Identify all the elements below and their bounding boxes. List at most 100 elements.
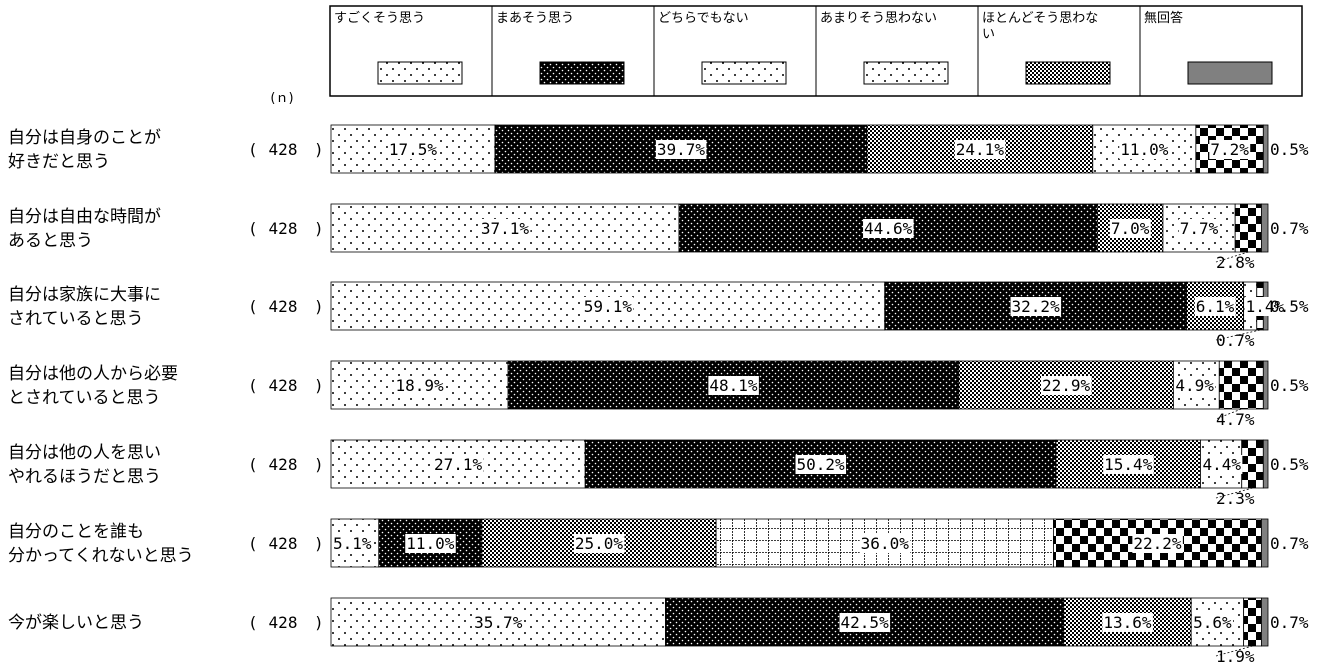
- data-label-series-3: 15.4%: [1104, 455, 1153, 474]
- legend-label-series-5: ほとんどそう思わない: [982, 11, 1098, 42]
- n-value: 428: [269, 376, 298, 395]
- data-label-bg: [859, 534, 911, 553]
- data-label-bg: [479, 219, 531, 238]
- legend-label-series-3: どちらでもない: [658, 11, 749, 26]
- data-label-bg: [1178, 219, 1220, 238]
- paren-close: ): [314, 376, 324, 395]
- paren-open: (: [248, 534, 258, 553]
- n-value: 428: [269, 613, 298, 632]
- paren-open: (: [248, 376, 258, 395]
- data-label-series-1: 18.9%: [395, 376, 444, 395]
- bar-row-6: 自分のことを誰も分かってくれないと思う (428) 5.1% 11.0% 25.0% 36…: [8, 518, 1309, 568]
- data-label-bg: [1209, 140, 1251, 159]
- data-label-series-5: 22.2%: [1133, 534, 1182, 553]
- data-label-bg: [1194, 297, 1236, 316]
- legend-label-series-2: まあそう思う: [496, 11, 574, 26]
- data-label-bg: [1119, 140, 1170, 159]
- data-label-bg: [394, 376, 445, 395]
- data-label-series-3: 24.1%: [956, 140, 1005, 159]
- data-label-bg: [1010, 297, 1062, 316]
- bar-segment-series-6: [1261, 518, 1269, 568]
- data-label-series-5: 1.9%: [1216, 647, 1255, 664]
- data-label-series-2: 42.5%: [841, 613, 890, 632]
- legend-swatch-series-5: [1025, 61, 1111, 85]
- data-label-series-1: 5.1%: [333, 534, 372, 553]
- category-label: 自分は他の人から必要とされていると思う: [8, 364, 178, 408]
- data-label-series-5: 7.2%: [1210, 140, 1249, 159]
- bar-segment-series-5: [1243, 597, 1262, 647]
- data-label-series-2: 48.1%: [709, 376, 758, 395]
- data-label-bg: [582, 297, 634, 316]
- data-label-series-6: 0.5%: [1270, 455, 1309, 474]
- paren-open: (: [248, 455, 258, 474]
- data-label-series-6: 0.5%: [1270, 140, 1309, 159]
- n-value: 428: [269, 455, 298, 474]
- data-label-bg: [655, 140, 707, 159]
- paren-close: ): [314, 140, 324, 159]
- leader-line: [1215, 251, 1249, 263]
- data-label-bg: [1040, 376, 1092, 395]
- data-label-series-3: 13.6%: [1103, 613, 1152, 632]
- data-label-series-3: 6.1%: [1196, 297, 1235, 316]
- bar-segment-series-5: [1234, 203, 1262, 253]
- data-label-series-4: 7.7%: [1180, 219, 1219, 238]
- data-label-series-2: 39.7%: [657, 140, 706, 159]
- data-label-bg: [1192, 613, 1234, 632]
- category-label: 自分は自身のことが好きだと思う: [8, 128, 161, 172]
- bar-row-7: 今が楽しいと思う (428) 35.7% 42.5% 13.6% 5.6% 1.9% 0.7%: [8, 597, 1309, 664]
- data-label-bg: [954, 140, 1006, 159]
- data-label-bg: [405, 534, 456, 553]
- paren-open: (: [248, 140, 258, 159]
- data-label-series-6: 0.5%: [1270, 297, 1309, 316]
- data-label-bg: [473, 613, 524, 632]
- bar-segment-series-6: [1261, 203, 1269, 253]
- legend-label-series-4: あまりそう思わない: [820, 11, 937, 26]
- bar-row-2: 自分は自由な時間があると思う (428) 37.1% 44.6% 7.0% 7.7% 2.8…: [8, 203, 1309, 272]
- paren-open: (: [248, 613, 258, 632]
- data-label-series-4: 5.6%: [1193, 613, 1232, 632]
- legend-swatch-series-1: [377, 61, 463, 85]
- n-value: 428: [269, 534, 298, 553]
- bar-row-4: 自分は他の人から必要とされていると思う (428) 18.9% 48.1% 22.9% 4…: [8, 360, 1309, 429]
- legend-swatch-series-3: [701, 61, 787, 85]
- data-label-series-3: 7.0%: [1111, 219, 1150, 238]
- data-label-bg: [1174, 376, 1216, 395]
- data-label-series-4: 11.0%: [1120, 140, 1169, 159]
- data-label-series-4: 4.9%: [1175, 376, 1214, 395]
- category-label: 自分は自由な時間があると思う: [8, 207, 161, 251]
- paren-close: ): [314, 297, 324, 316]
- bar-segment-series-6: [1262, 439, 1269, 489]
- data-label-bg: [1132, 534, 1183, 553]
- legend-label-series-6: 無回答: [1144, 10, 1183, 26]
- data-label-series-2: 44.6%: [864, 219, 913, 238]
- bar-segment-series-6: [1262, 124, 1269, 174]
- data-label-series-5: 2.8%: [1216, 253, 1255, 272]
- category-label: 今が楽しいと思う: [8, 613, 144, 633]
- legend-swatch-series-6: [1187, 61, 1273, 85]
- bar-segment-series-5: [1241, 439, 1264, 489]
- leader-line: [1215, 329, 1261, 341]
- data-label-series-6: 0.7%: [1270, 219, 1309, 238]
- leader-line: [1215, 408, 1242, 420]
- category-label: 自分のことを誰も分かってくれないと思う: [8, 522, 194, 566]
- bar-segment-series-1: [330, 203, 680, 253]
- data-label-series-4: 36.0%: [861, 534, 910, 553]
- data-label-bg: [839, 613, 891, 632]
- data-label-series-5: 4.7%: [1216, 410, 1255, 429]
- data-label-bg: [1201, 455, 1243, 474]
- data-label-bg: [433, 455, 484, 474]
- n-header: (ｎ): [270, 91, 293, 106]
- paren-open: (: [248, 297, 258, 316]
- legend-swatch-series-2: [539, 61, 625, 85]
- data-label-series-1: 59.1%: [584, 297, 633, 316]
- data-label-bg: [1244, 297, 1286, 316]
- data-label-series-4: 1.4%: [1246, 297, 1285, 316]
- bar-segment-series-6: [1261, 597, 1269, 647]
- data-label-series-3: 25.0%: [575, 534, 624, 553]
- data-label-bg: [332, 534, 373, 553]
- data-label-series-1: 27.1%: [434, 455, 483, 474]
- data-label-series-1: 35.7%: [474, 613, 523, 632]
- paren-close: ): [314, 534, 324, 553]
- data-label-series-2: 11.0%: [406, 534, 455, 553]
